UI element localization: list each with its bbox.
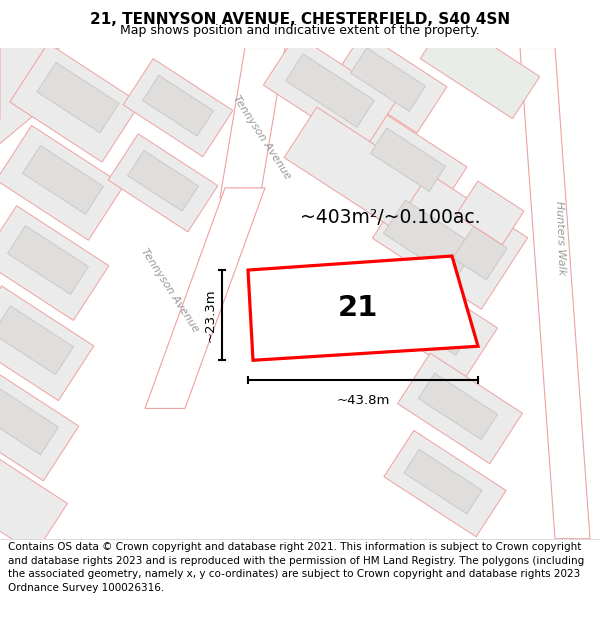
Polygon shape xyxy=(145,188,265,408)
Polygon shape xyxy=(370,128,446,191)
Polygon shape xyxy=(453,226,507,280)
Polygon shape xyxy=(284,107,426,229)
Polygon shape xyxy=(0,443,67,554)
Polygon shape xyxy=(456,181,524,245)
Text: 21, TENNYSON AVENUE, CHESTERFIELD, S40 4SN: 21, TENNYSON AVENUE, CHESTERFIELD, S40 4… xyxy=(90,12,510,27)
Polygon shape xyxy=(248,256,478,360)
Polygon shape xyxy=(0,306,73,374)
Polygon shape xyxy=(0,286,94,401)
Polygon shape xyxy=(398,353,523,464)
Text: Tennyson Avenue: Tennyson Avenue xyxy=(139,246,201,334)
Polygon shape xyxy=(420,16,540,119)
Polygon shape xyxy=(373,167,527,309)
Polygon shape xyxy=(520,48,590,539)
Polygon shape xyxy=(0,206,109,321)
Polygon shape xyxy=(23,146,103,214)
Polygon shape xyxy=(37,62,119,133)
Polygon shape xyxy=(404,449,482,514)
Polygon shape xyxy=(0,386,58,455)
Polygon shape xyxy=(418,373,497,439)
Polygon shape xyxy=(8,226,88,294)
Polygon shape xyxy=(383,200,476,280)
Text: Map shows position and indicative extent of the property.: Map shows position and indicative extent… xyxy=(120,24,480,37)
Polygon shape xyxy=(143,75,214,136)
Polygon shape xyxy=(350,48,425,111)
Polygon shape xyxy=(10,43,140,162)
Polygon shape xyxy=(123,59,233,157)
Text: ~23.3m: ~23.3m xyxy=(203,288,217,342)
Polygon shape xyxy=(220,48,285,198)
Polygon shape xyxy=(108,134,218,232)
Polygon shape xyxy=(0,366,79,481)
Polygon shape xyxy=(286,54,374,128)
Polygon shape xyxy=(373,268,497,379)
Polygon shape xyxy=(333,32,447,133)
Text: Tennyson Avenue: Tennyson Avenue xyxy=(231,94,293,181)
Text: ~403m²/~0.100ac.: ~403m²/~0.100ac. xyxy=(300,208,480,227)
Text: Hunters Walk: Hunters Walk xyxy=(554,201,566,276)
Text: 21: 21 xyxy=(338,294,378,322)
Polygon shape xyxy=(0,126,124,240)
Polygon shape xyxy=(0,48,60,88)
Text: ~43.8m: ~43.8m xyxy=(337,394,389,408)
Polygon shape xyxy=(263,34,397,151)
Polygon shape xyxy=(393,288,473,355)
Polygon shape xyxy=(384,431,506,537)
Polygon shape xyxy=(128,151,199,211)
Polygon shape xyxy=(353,112,467,213)
Polygon shape xyxy=(0,48,55,148)
Text: Contains OS data © Crown copyright and database right 2021. This information is : Contains OS data © Crown copyright and d… xyxy=(8,542,584,593)
